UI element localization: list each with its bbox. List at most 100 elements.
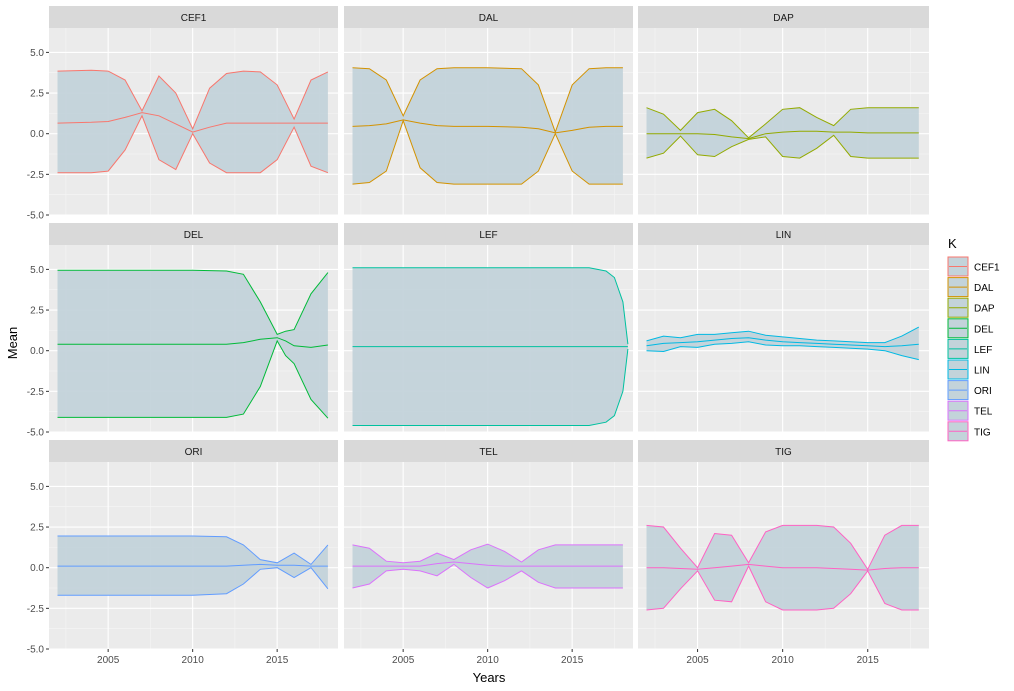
facet-strip	[638, 223, 929, 245]
x-tick-label: 2010	[182, 655, 205, 666]
legend-label: DAP	[974, 304, 995, 315]
legend-label: DEL	[974, 324, 994, 335]
legend-item-cef1: CEF1	[947, 256, 1000, 277]
mean-line	[646, 563, 919, 571]
x-tick-label: 2005	[686, 655, 709, 666]
facet-strip	[638, 440, 929, 462]
ribbon-lower-line	[646, 134, 919, 159]
axes: -5.0 -2.5 0.0 2.5 5.0 -5.0 -2.5 0.0 2.5 5.0 -5.0 -2…	[27, 48, 880, 666]
ribbon-upper-line	[57, 535, 329, 566]
legend-label: DAL	[974, 283, 994, 294]
ribbon-upper-line	[646, 524, 919, 571]
ribbon-lower-line	[57, 114, 329, 174]
x-tick-label: 2010	[772, 655, 795, 666]
x-tick-label: 2005	[392, 655, 415, 666]
x-tick-label: 2015	[266, 655, 289, 666]
y-tick-label: 2.5	[30, 89, 44, 100]
mean-line	[57, 337, 328, 348]
y-tick-label: -2.5	[27, 170, 45, 181]
facet-strip	[49, 440, 338, 462]
mean-line	[646, 130, 919, 140]
ribbon-upper-line	[646, 326, 920, 344]
legend-item-del: DEL	[947, 318, 994, 339]
facet-strip-label: CEF1	[181, 13, 207, 24]
legend-item-lin: LIN	[947, 359, 990, 380]
facet-panels: CEF1 DAL DAP DEL LEF LIN ORI TEL TIG	[49, 6, 929, 650]
facet-panel-dal: DAL	[344, 6, 633, 216]
legend-item-tig: TIG	[947, 421, 991, 442]
legend: K CEF1 DAL DAP DEL LEF LIN ORI TEL TIG	[947, 236, 1000, 442]
legend-label: TEL	[974, 407, 993, 418]
facet-strip-label: LEF	[479, 230, 497, 241]
legend-label: TIG	[974, 427, 991, 438]
facet-panel-lef: LEF	[344, 223, 633, 433]
mean-line	[352, 119, 623, 134]
legend-title: K	[948, 236, 957, 251]
facet-panel-del: DEL	[49, 223, 338, 433]
facet-panel-dap: DAP	[638, 6, 929, 216]
facet-strip	[344, 223, 633, 245]
facet-strip	[49, 6, 338, 28]
facet-strip	[344, 6, 633, 28]
y-tick-label: 5.0	[30, 482, 44, 493]
facet-strip	[638, 6, 929, 28]
ribbon-area	[646, 107, 919, 159]
y-tick-label: 0.0	[30, 346, 44, 357]
legend-item-lef: LEF	[947, 338, 992, 359]
ribbon-lower-line	[57, 339, 329, 419]
facet-strip-label: ORI	[185, 447, 203, 458]
facet-strip	[344, 440, 633, 462]
ribbon-area	[352, 544, 623, 588]
ribbon-upper-line	[352, 543, 623, 564]
y-tick-label: 2.5	[30, 306, 44, 317]
legend-item-dal: DAL	[947, 277, 994, 298]
mean-line	[57, 112, 328, 133]
ribbon-lower-line	[646, 564, 919, 611]
y-tick-label: -5.0	[27, 211, 45, 222]
facet-strip-label: DAP	[773, 13, 794, 24]
x-axis-title: Years	[473, 670, 506, 685]
y-axis-title: Mean	[5, 327, 20, 360]
ribbon-upper-line	[352, 67, 623, 134]
ribbon-area	[57, 70, 328, 173]
legend-label: LEF	[974, 345, 992, 356]
ribbon-lower-line	[57, 567, 329, 596]
facet-strip-label: DEL	[184, 230, 204, 241]
ribbon-lower-line	[352, 119, 623, 185]
ribbon-upper-line	[352, 267, 629, 345]
y-tick-label: 0.0	[30, 129, 44, 140]
ribbon-lower-line	[352, 349, 629, 426]
y-tick-label: 0.0	[30, 563, 44, 574]
facet-panel-lin: LIN	[638, 223, 929, 433]
facet-strip-label: LIN	[776, 230, 792, 241]
y-tick-label: -5.0	[27, 645, 45, 656]
legend-label: ORI	[974, 386, 992, 397]
ribbon-upper-line	[57, 269, 329, 336]
y-tick-label: 5.0	[30, 265, 44, 276]
mean-line	[57, 563, 328, 567]
ribbon-upper-line	[646, 107, 919, 139]
y-tick-label: 2.5	[30, 523, 44, 534]
facet-strip-label: TEL	[479, 447, 498, 458]
facet-panel-tel: TEL	[344, 440, 633, 650]
facet-panel-tig: TIG	[638, 440, 929, 650]
y-tick-label: -2.5	[27, 604, 45, 615]
x-tick-label: 2010	[477, 655, 500, 666]
mean-line	[646, 337, 919, 348]
y-tick-label: -2.5	[27, 387, 45, 398]
facet-strip	[49, 223, 338, 245]
legend-item-ori: ORI	[947, 380, 992, 401]
legend-label: CEF1	[974, 263, 1000, 274]
ribbon-area	[646, 327, 919, 360]
x-tick-label: 2015	[561, 655, 584, 666]
y-tick-label: -5.0	[27, 428, 45, 439]
y-tick-label: 5.0	[30, 48, 44, 59]
legend-item-tel: TEL	[947, 400, 993, 421]
x-tick-label: 2015	[857, 655, 880, 666]
facet-strip-label: TIG	[775, 447, 792, 458]
facet-panel-cef1: CEF1	[49, 6, 338, 216]
facet-panel-ori: ORI	[49, 440, 338, 650]
facet-strip-label: DAL	[479, 13, 499, 24]
ribbon-lower-line	[646, 341, 919, 361]
